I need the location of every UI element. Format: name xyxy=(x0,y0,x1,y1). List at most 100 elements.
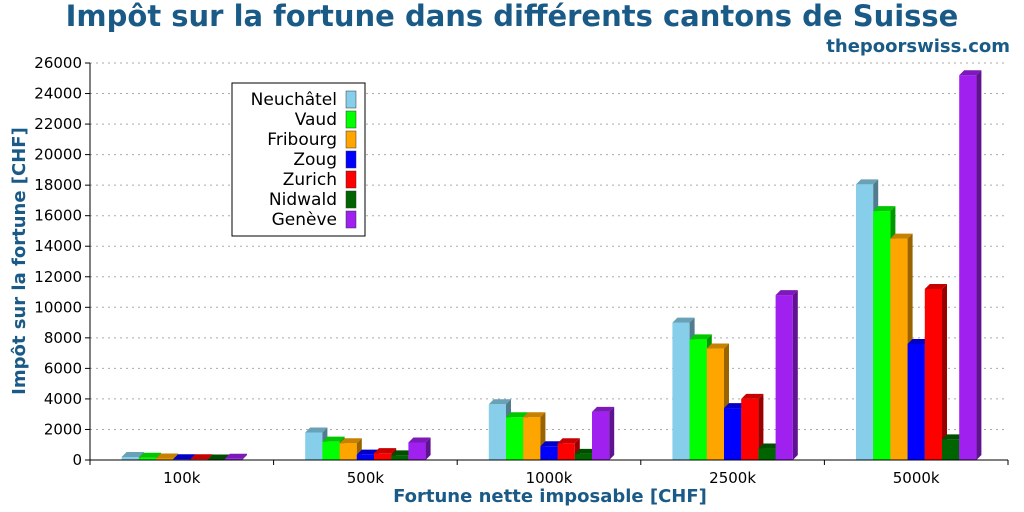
bar-top xyxy=(724,403,747,409)
bar-top xyxy=(706,343,729,349)
bar-top xyxy=(374,448,397,454)
x-tick-label: 5000k xyxy=(893,469,940,487)
legend-swatch xyxy=(345,90,357,109)
bar xyxy=(592,406,615,460)
legend-label: Vaud xyxy=(295,110,337,130)
bar-top xyxy=(506,412,529,418)
x-tick-label: 2500k xyxy=(709,469,756,487)
bar-front xyxy=(672,322,690,460)
bar-front xyxy=(156,458,174,460)
bar-top xyxy=(959,70,982,76)
bar-front xyxy=(959,75,977,460)
legend-box xyxy=(231,82,366,237)
legend-swatch xyxy=(345,110,357,129)
bar-side xyxy=(425,437,431,460)
bar-top xyxy=(924,283,947,289)
chart-subtitle: thepoorswiss.com xyxy=(826,36,1010,57)
x-tick-label: 100k xyxy=(163,469,201,487)
bar-side xyxy=(942,283,947,460)
bar-front xyxy=(741,398,759,460)
bar-top xyxy=(173,454,196,460)
legend-swatch xyxy=(345,150,357,169)
bar-top xyxy=(540,441,563,447)
bar-top xyxy=(775,290,798,296)
y-tick-label: 22000 xyxy=(34,115,82,133)
bar-top xyxy=(156,453,179,459)
bar-front xyxy=(557,443,575,460)
y-tick-labels: 0 2000 4000 6000 8000 10000 12000 14000 16000 180… xyxy=(34,54,82,469)
bar xyxy=(959,70,982,460)
bar xyxy=(924,283,947,460)
y-tick-label: 8000 xyxy=(44,329,82,347)
bar-front xyxy=(408,442,426,460)
bar-front xyxy=(305,432,323,460)
bar-top xyxy=(574,448,597,454)
bar-top xyxy=(672,317,695,323)
bar-front xyxy=(942,439,960,460)
bar-front xyxy=(924,288,942,460)
legend-swatch xyxy=(345,210,357,229)
bar xyxy=(741,393,764,460)
bar-top xyxy=(339,438,362,444)
bar-front xyxy=(873,211,891,460)
bar-front xyxy=(391,455,409,460)
bar-front xyxy=(775,295,793,460)
y-tick-label: 4000 xyxy=(44,390,82,408)
bar-top xyxy=(890,233,913,239)
bar-side xyxy=(758,393,764,460)
y-tick-label: 14000 xyxy=(34,237,82,255)
bar xyxy=(224,453,247,460)
legend-label: Neuchâtel xyxy=(251,90,337,110)
bar-top xyxy=(523,412,546,418)
bar-front xyxy=(488,404,506,460)
bar-top xyxy=(408,437,431,443)
bar-top xyxy=(942,434,965,440)
y-tick-label: 24000 xyxy=(34,85,82,103)
bar-top xyxy=(305,427,328,433)
legend-label: Nidwald xyxy=(269,190,337,210)
legend-swatch xyxy=(345,170,357,189)
bar-front xyxy=(540,446,558,460)
x-tick-label: 500k xyxy=(347,469,385,487)
y-tick-label: 10000 xyxy=(34,298,82,316)
bar-front xyxy=(856,184,874,460)
bar-top xyxy=(391,450,414,456)
bar-front xyxy=(592,411,610,460)
y-tick-label: 6000 xyxy=(44,359,82,377)
bar-front xyxy=(706,348,724,460)
bar-top xyxy=(758,443,781,449)
bar-front xyxy=(224,458,242,460)
y-tick-label: 0 xyxy=(72,451,82,469)
bar-front xyxy=(890,238,908,460)
bar-front xyxy=(374,453,392,460)
bar-side xyxy=(792,290,798,460)
y-tick-label: 18000 xyxy=(34,176,82,194)
legend-label: Zoug xyxy=(293,150,337,170)
bar-top xyxy=(592,406,615,412)
bar-top xyxy=(190,454,213,460)
y-tick-label: 2000 xyxy=(44,420,82,438)
bar-front xyxy=(523,417,541,460)
bar-front xyxy=(506,417,524,460)
bar-front xyxy=(907,343,925,460)
x-tick-label: 1000k xyxy=(526,469,573,487)
bar xyxy=(408,437,431,460)
bar-front xyxy=(121,456,139,460)
bar-top xyxy=(741,393,764,399)
bar-top xyxy=(322,436,345,442)
bar-front xyxy=(138,457,156,460)
legend-swatch xyxy=(345,130,357,149)
y-tick-label: 16000 xyxy=(34,207,82,225)
bar-top xyxy=(356,449,379,455)
bar-side xyxy=(976,70,982,460)
chart-title: Impôt sur la fortune dans différents can… xyxy=(66,0,959,33)
bar-side xyxy=(242,453,247,460)
y-axis-label: Impôt sur la fortune [CHF] xyxy=(9,127,30,395)
bar-top xyxy=(207,454,230,460)
y-tick-label: 20000 xyxy=(34,146,82,164)
bar-front xyxy=(322,441,340,460)
legend: NeuchâtelVaudFribourgZougZurichNidwaldGe… xyxy=(231,82,366,237)
bars xyxy=(121,70,982,461)
bar-top xyxy=(856,179,879,185)
